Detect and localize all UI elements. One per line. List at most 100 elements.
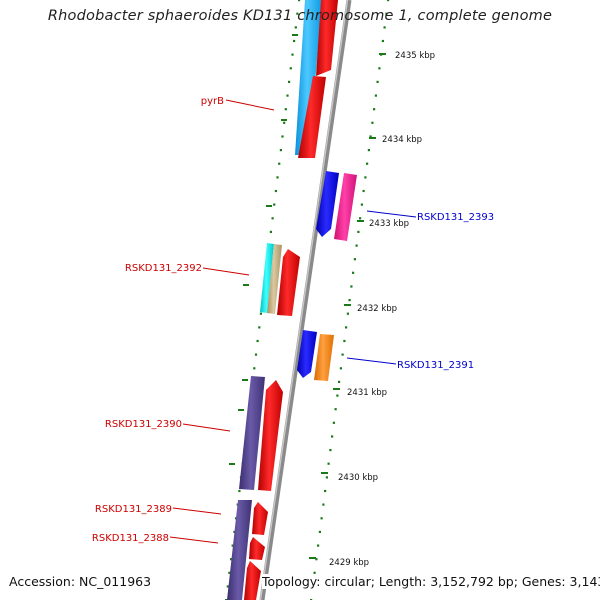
gc-dot: [256, 339, 259, 343]
gc-dot: [355, 244, 358, 247]
tick-label-2429: 2429 kbp: [329, 558, 369, 568]
callout-line-rskd2393: [366, 210, 417, 218]
gc-dot: [338, 380, 341, 383]
gc-dot: [294, 26, 297, 29]
gc-dot: [259, 312, 262, 315]
label-rskd2388[interactable]: RSKD131_2388: [92, 533, 169, 544]
gc-dot: [317, 544, 320, 547]
gene-red-top[interactable]: [316, 0, 338, 76]
gc-dot: [357, 230, 360, 233]
gc-dot: [385, 12, 388, 15]
gc-dot: [371, 121, 374, 124]
gc-dot: [364, 176, 367, 179]
gc-dot: [336, 394, 339, 397]
gene-blue-top[interactable]: [295, 0, 322, 155]
callout-line-rskd2388: [169, 536, 219, 544]
gc-dot: [339, 367, 342, 370]
gc-dot: [230, 558, 233, 561]
gc-dot: [279, 149, 282, 152]
gc-dot: [274, 189, 277, 193]
gene-features: [227, 0, 357, 600]
label-pyrB[interactable]: pyrB: [201, 96, 224, 107]
gc-dot: [360, 203, 363, 206]
gc-dot: [359, 217, 362, 220]
gc-dot: [253, 367, 256, 370]
label-rskd2389[interactable]: RSKD131_2389: [95, 504, 172, 515]
gc-dot: [258, 326, 261, 329]
gc-dot: [367, 149, 370, 152]
gc-dot: [376, 80, 379, 83]
label-rskd2391[interactable]: RSKD131_2391: [397, 360, 474, 371]
accession-text: Accession: NC_011963: [9, 574, 152, 589]
gc-dot: [369, 135, 372, 138]
gene-rskd2391-orange[interactable]: [314, 334, 334, 381]
gc-dot: [334, 408, 337, 411]
gc-dot: [269, 230, 272, 233]
label-rskd2392[interactable]: RSKD131_2392: [125, 263, 202, 274]
gc-dot: [254, 353, 258, 356]
gene-rskd2389-red[interactable]: [252, 502, 268, 535]
gc-dot: [288, 80, 291, 83]
gc-dot: [276, 176, 279, 179]
gc-dot: [320, 517, 323, 520]
callout-line-rskd2391: [346, 357, 397, 365]
gene-rskd2388-red[interactable]: [249, 537, 265, 560]
kbp-ticks: 2435 kbp 2434 kbp 2433 kbp 2432 kbp 2431…: [309, 51, 435, 568]
gc-dot: [315, 558, 318, 561]
gc-dot: [238, 489, 241, 493]
gene-rskd2392-tan[interactable]: [267, 244, 282, 314]
gene-purple-lower[interactable]: [227, 500, 252, 600]
gc-dot: [345, 326, 348, 329]
tick-label-2434: 2434 kbp: [382, 135, 422, 145]
gene-red-bottom[interactable]: [244, 561, 261, 600]
gc-dot: [353, 258, 356, 261]
callout-line-pyrB: [225, 99, 275, 111]
gc-dot: [296, 12, 299, 15]
gc-dot: [291, 53, 294, 56]
gc-dot: [273, 203, 276, 206]
gc-dot: [318, 530, 321, 533]
callout-line-rskd2390: [182, 423, 231, 432]
gc-dot: [283, 121, 286, 124]
tick-label-2430: 2430 kbp: [338, 473, 378, 483]
gene-rskd2390-purple[interactable]: [239, 376, 265, 490]
gc-dot: [313, 571, 316, 574]
gene-rskd2392-cyan[interactable]: [260, 243, 274, 313]
gc-dot: [373, 108, 376, 111]
gene-rskd2392-red[interactable]: [277, 249, 300, 316]
gc-dot: [341, 353, 344, 356]
map-title: Rhodobacter sphaeroides KD131 chromosome…: [47, 8, 553, 24]
gene-pyrB[interactable]: [298, 76, 326, 158]
gene-rskd2391-blue[interactable]: [297, 330, 317, 378]
gc-dot: [381, 39, 384, 43]
gc-dot: [226, 585, 229, 588]
gc-dot: [383, 26, 386, 29]
tick-label-2433: 2433 kbp: [369, 219, 409, 229]
gene-rskd2393-magenta[interactable]: [334, 173, 357, 241]
tick-label-2432: 2432 kbp: [357, 304, 397, 314]
gene-rskd2390-red[interactable]: [258, 380, 283, 491]
gc-dot: [298, 0, 301, 2]
label-rskd2393[interactable]: RSKD131_2393: [417, 212, 494, 223]
gc-dot: [329, 449, 332, 452]
gc-dot: [331, 435, 334, 438]
tick-label-2435: 2435 kbp: [395, 51, 435, 61]
gc-dots-right: [310, 0, 390, 602]
gc-dot: [346, 312, 349, 315]
label-rskd2390[interactable]: RSKD131_2390: [105, 419, 182, 430]
callout-line-rskd2392: [202, 267, 250, 276]
backbone: [259, 0, 352, 601]
gc-dot: [322, 503, 325, 506]
gc-dot: [374, 94, 377, 97]
gc-dot: [352, 271, 355, 274]
inner-ticks: [229, 34, 298, 465]
tick-label-2431: 2431 kbp: [347, 388, 387, 398]
gc-dot: [350, 285, 353, 288]
gc-dot: [343, 339, 346, 343]
gc-dot: [278, 162, 281, 165]
gc-dot: [271, 217, 274, 220]
gene-rskd2393-blue[interactable]: [316, 171, 339, 237]
gc-dot: [231, 544, 234, 547]
